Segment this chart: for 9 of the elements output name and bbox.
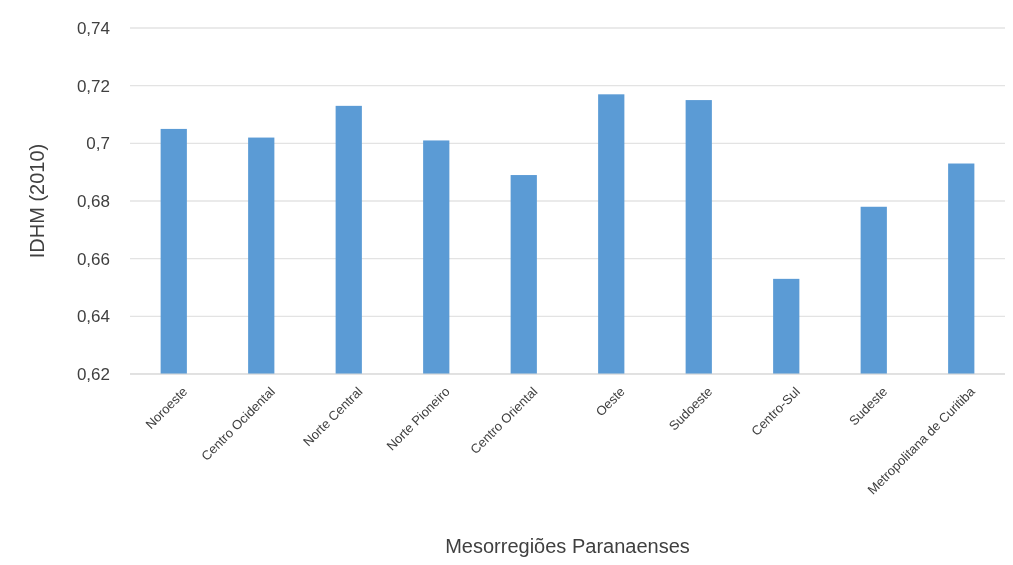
y-tick-label: 0,66 (76, 249, 110, 269)
y-tick-label: 0,62 (76, 364, 110, 384)
y-tick-label: 0,74 (76, 18, 110, 38)
y-tick-label: 0,64 (76, 307, 110, 327)
y-tick-label: 0,68 (76, 191, 110, 211)
y-axis-title: IDHM (2010) (26, 143, 48, 259)
x-axis-title: Mesorregiões Paranaenses (445, 535, 690, 557)
y-tick-label: 0,72 (76, 76, 110, 96)
y-tick-label: 0,7 (86, 134, 110, 154)
